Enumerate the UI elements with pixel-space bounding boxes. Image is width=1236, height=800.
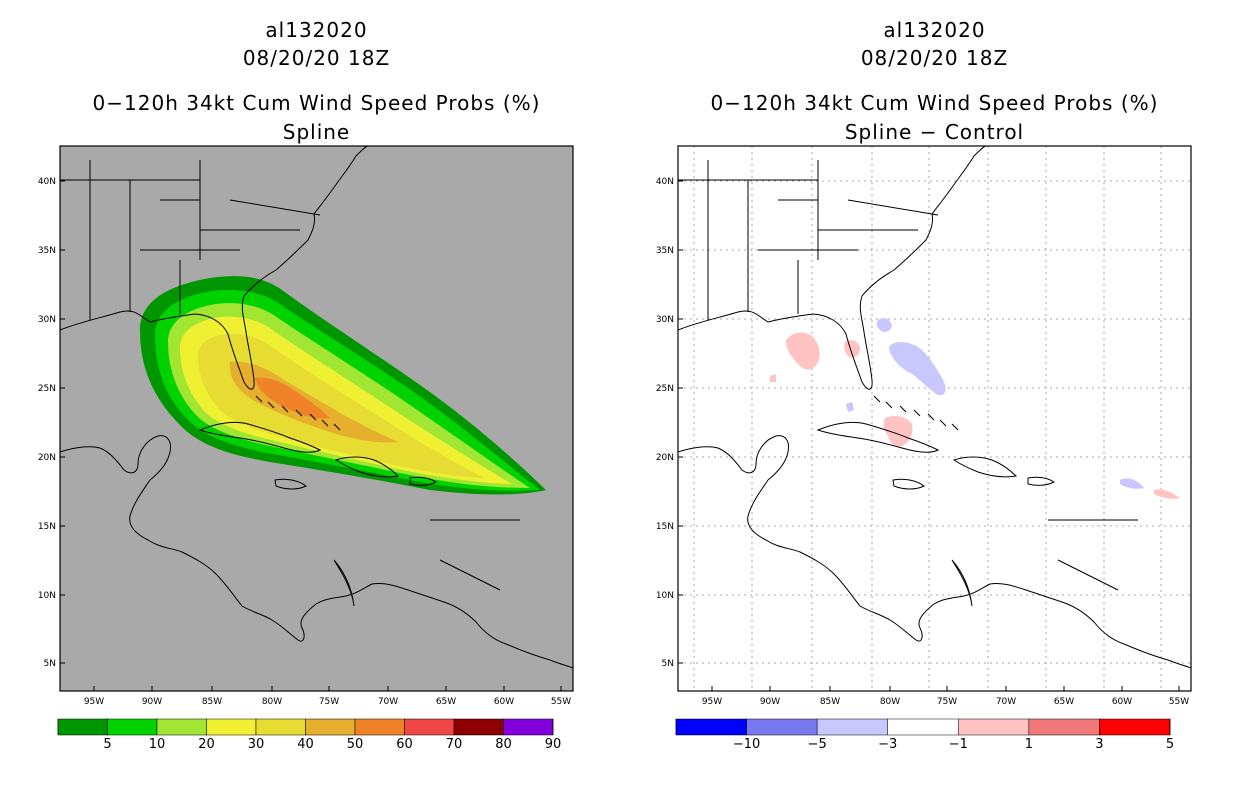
left-map-frame	[59, 145, 574, 692]
lat-label: 20N	[656, 453, 674, 463]
lat-label: 30N	[38, 315, 56, 325]
right-map-frame	[677, 145, 1192, 692]
colorbar-label: −1	[949, 737, 968, 752]
colorbar-label: 5	[1166, 737, 1174, 752]
lat-label: 25N	[38, 384, 56, 394]
right-datetime: 08/20/20 18Z	[860, 46, 1009, 70]
lat-label: 15N	[38, 522, 56, 532]
diff-positive-patch	[786, 332, 820, 370]
colorbar-label: −5	[808, 737, 827, 752]
colorbar-box	[206, 718, 257, 736]
colorbar-box	[305, 718, 356, 736]
lon-label: 70W	[996, 697, 1016, 707]
left-coastlines	[60, 146, 573, 669]
diff-positive-patch	[770, 374, 776, 382]
colorbar-label: 40	[297, 737, 314, 752]
lon-label: 75W	[937, 697, 957, 707]
colorbar-box	[57, 718, 108, 736]
lon-label: 90W	[760, 697, 780, 707]
lon-label: 65W	[436, 697, 456, 707]
colorbar-label: −10	[733, 737, 760, 752]
left-subtitle: Spline	[282, 120, 351, 144]
diff-negative-patch	[846, 402, 854, 412]
colorbar-box	[816, 718, 888, 736]
colorbar-label: 60	[396, 737, 413, 752]
colorbar-box	[746, 718, 818, 736]
lon-label: 75W	[319, 697, 339, 707]
lat-label: 5N	[44, 659, 56, 669]
lon-label: 70W	[378, 697, 398, 707]
prob-swath-60	[255, 377, 330, 419]
colorbar-label: 30	[248, 737, 265, 752]
lat-label: 10N	[656, 591, 674, 601]
left-probability-map: 40N 35N 30N 25N 20N 15N 10N 5N 95W 90W 85W 80W 75W 70…	[38, 145, 574, 707]
lat-label: 40N	[38, 177, 56, 187]
right-storm-id: al132020	[883, 18, 986, 42]
colorbar-box	[1028, 718, 1100, 736]
colorbar-label: −3	[878, 737, 897, 752]
colorbar-box	[156, 718, 207, 736]
lat-label: 35N	[38, 246, 56, 256]
right-colorbar: −10−5−3−113510	[675, 718, 1174, 752]
colorbar-label: 90	[545, 737, 562, 752]
diff-positive-patch	[844, 340, 860, 358]
diff-negative-patch	[889, 342, 946, 396]
colorbar-label: 1	[1025, 737, 1033, 752]
lat-label: 35N	[656, 246, 674, 256]
lon-label: 60W	[494, 697, 514, 707]
lon-label: 55W	[1169, 697, 1189, 707]
colorbar-box	[453, 718, 504, 736]
lon-label: 80W	[880, 697, 900, 707]
lon-label: 95W	[702, 697, 722, 707]
lon-label: 80W	[262, 697, 282, 707]
colorbar-box	[887, 718, 959, 736]
diff-positive-patch	[883, 416, 913, 447]
lon-label: 65W	[1054, 697, 1074, 707]
lon-label: 60W	[1112, 697, 1132, 707]
right-coastlines	[678, 146, 1191, 669]
colorbar-box	[958, 718, 1030, 736]
colorbar-box	[503, 718, 554, 736]
colorbar-label: 10	[149, 737, 166, 752]
left-storm-id: al132020	[265, 18, 368, 42]
left-product-title: 0−120h 34kt Cum Wind Speed Probs (%)	[92, 91, 541, 115]
left-datetime: 08/20/20 18Z	[242, 46, 391, 70]
lat-label: 30N	[656, 315, 674, 325]
colorbar-label: 50	[347, 737, 364, 752]
colorbar-box	[404, 718, 455, 736]
colorbar-label: 70	[446, 737, 463, 752]
lon-label: 90W	[142, 697, 162, 707]
lon-label: 95W	[84, 697, 104, 707]
right-map-background	[678, 146, 1191, 691]
left-colorbar: 5102030405060708090100	[57, 718, 562, 752]
lat-label: 10N	[38, 591, 56, 601]
right-subtitle: Spline − Control	[844, 120, 1025, 144]
colorbar-box	[675, 718, 747, 736]
prob-swath-40	[198, 333, 485, 478]
colorbar-box	[1099, 718, 1171, 736]
colorbar-box	[354, 718, 405, 736]
colorbar-box	[255, 718, 306, 736]
colorbar-label: 80	[495, 737, 512, 752]
lat-label: 15N	[656, 522, 674, 532]
right-difference-map: 40N 35N 30N 25N 20N 15N 10N 5N 95W 90W 85W 80W 75W 70…	[656, 145, 1192, 707]
colorbar-label: 5	[103, 737, 111, 752]
colorbar-box	[107, 718, 158, 736]
diff-negative-patch	[1120, 478, 1144, 489]
lat-label: 40N	[656, 177, 674, 187]
colorbar-label: 20	[198, 737, 215, 752]
lon-label: 55W	[551, 697, 571, 707]
diff-negative-patch	[876, 318, 892, 333]
lat-label: 5N	[662, 659, 674, 669]
right-product-title: 0−120h 34kt Cum Wind Speed Probs (%)	[710, 91, 1159, 115]
lat-label: 25N	[656, 384, 674, 394]
lat-label: 20N	[38, 453, 56, 463]
colorbar-label: 3	[1095, 737, 1103, 752]
lon-label: 85W	[820, 697, 840, 707]
lon-label: 85W	[202, 697, 222, 707]
diff-positive-patch	[1154, 489, 1180, 499]
